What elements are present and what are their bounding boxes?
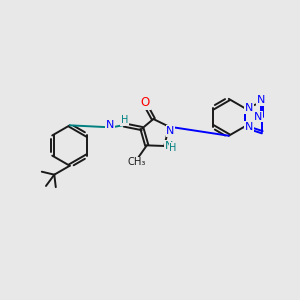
Text: N: N — [165, 141, 173, 151]
Text: O: O — [141, 96, 150, 109]
Text: N: N — [167, 126, 175, 136]
Text: H: H — [121, 115, 128, 125]
Text: N: N — [254, 112, 262, 122]
Text: CH₃: CH₃ — [128, 157, 146, 167]
Text: N: N — [256, 95, 265, 105]
Text: N: N — [245, 103, 253, 113]
Text: N: N — [245, 122, 253, 131]
Text: N: N — [106, 120, 114, 130]
Text: H: H — [169, 143, 177, 153]
